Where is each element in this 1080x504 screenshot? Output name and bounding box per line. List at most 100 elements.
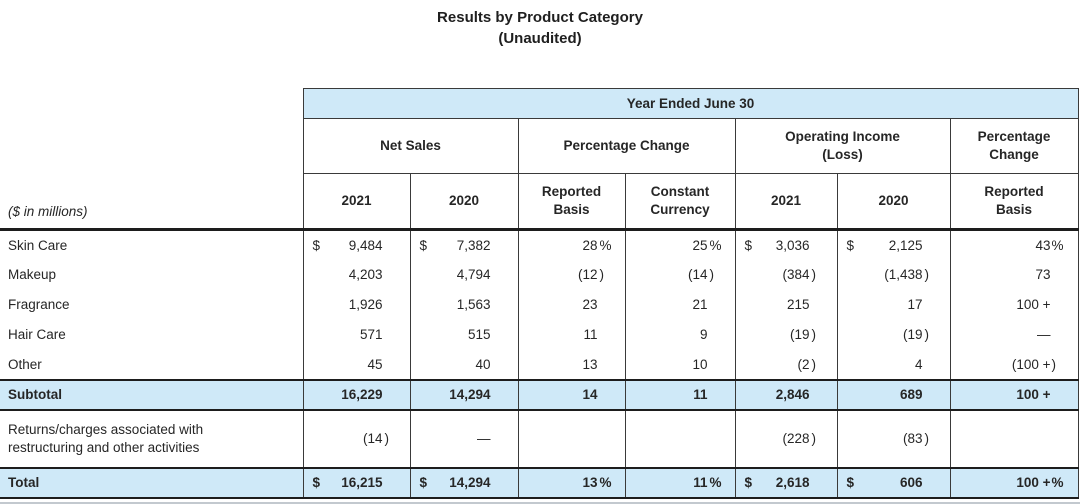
dollar-sign: $ [419, 237, 428, 253]
cell-value: 14,294 [449, 387, 491, 402]
cell: (1,438) [836, 259, 950, 290]
cell-suffix: ) [924, 431, 930, 446]
cell-value: 9,484 [348, 237, 383, 253]
cell: 43% [949, 229, 1079, 260]
cell: 100 + [949, 289, 1079, 320]
col-ns-2021: 2021 [302, 173, 411, 231]
group-percentage-change: Percentage Change [517, 118, 736, 174]
cell-value: 100 + [1016, 475, 1051, 490]
cell-value: 1,563 [456, 297, 491, 312]
row-label: Subtotal [0, 378, 303, 411]
cell-value: 2,846 [775, 387, 810, 402]
year-header-row: ($ in millions) Year Ended June 30 [0, 88, 1079, 231]
cell: $2,125 [836, 229, 950, 260]
cell: 100 +% [949, 466, 1079, 499]
cell-suffix: % [1051, 237, 1064, 253]
cell-suffix: ) [811, 327, 817, 342]
cell: (19) [836, 319, 950, 350]
group-percentage-change-2: Percentage Change [949, 118, 1079, 174]
cell-value: 73 [1035, 267, 1051, 282]
cell-value: (83 [902, 431, 923, 446]
unit-label: ($ in millions) [0, 88, 303, 231]
page-subtitle: (Unaudited) [498, 30, 582, 47]
title-block: Results by Product Category (Unaudited) [0, 0, 1080, 49]
cell-value: 10 [692, 356, 708, 372]
cell-value: — [1037, 327, 1051, 342]
dollar-sign: $ [846, 237, 855, 253]
cell-value: (19 [902, 327, 923, 342]
cell-value: 100 + [1016, 387, 1051, 402]
cell: 2,846 [734, 378, 837, 411]
cell-value: (19 [789, 327, 810, 342]
cell-suffix: ) [924, 267, 930, 282]
row-label: Hair Care [8, 327, 66, 342]
table-row-total: Total $16,215 $14,294 13% 11% $2,618 $60… [0, 466, 1079, 499]
cell-suffix: % [709, 475, 722, 490]
row-label: Fragrance [8, 297, 70, 312]
cell-value: 28 [582, 237, 598, 253]
cell [949, 409, 1079, 468]
group-header-row: Net Sales Percentage Change Operating In… [0, 118, 1079, 174]
cell: $3,036 [734, 229, 837, 260]
cell: 45 [302, 349, 410, 380]
cell-value: 14 [582, 387, 598, 402]
cell-value: 9 [699, 327, 708, 342]
cell: 11 [517, 319, 625, 350]
cell-value: 1,926 [348, 297, 383, 312]
cell-value: 4,794 [456, 267, 491, 282]
cell: $2,618 [734, 466, 837, 499]
cell: 14 [517, 378, 625, 411]
cell: $606 [836, 466, 950, 499]
dollar-sign: $ [744, 237, 753, 253]
cell: 4,794 [409, 259, 518, 290]
cell-suffix: % [1051, 475, 1064, 490]
cell-value: 2,618 [775, 475, 810, 490]
cell: 1,563 [409, 289, 518, 320]
cell [624, 409, 735, 468]
cell-value: 17 [907, 297, 923, 312]
cell: (14) [302, 409, 410, 468]
col-reported-basis: Reported Basis [517, 173, 626, 231]
cell: 28% [517, 229, 625, 260]
cell-suffix: % [599, 237, 612, 253]
page-title: Results by Product Category [437, 9, 643, 26]
row-label: Other [8, 356, 42, 372]
cell-value: 45 [367, 356, 383, 372]
cell-value: (2 [797, 356, 810, 372]
cell-suffix: ) [811, 267, 817, 282]
results-by-product-category-table: ($ in millions) Year Ended June 30 Net S… [0, 88, 1079, 499]
cell-value: 23 [582, 297, 598, 312]
col-ns-2020: 2020 [409, 173, 519, 231]
cell: 14,294 [409, 378, 518, 411]
cell: 10 [624, 349, 735, 380]
row-label: Makeup [8, 267, 57, 282]
cell-suffix: ) [599, 267, 605, 282]
cell-suffix: % [599, 475, 612, 490]
cell-value: 689 [899, 387, 923, 402]
cell: 25% [624, 229, 735, 260]
cell-value: 16,215 [341, 475, 383, 490]
cell: 13% [517, 466, 625, 499]
cell: 73 [949, 259, 1079, 290]
cell: (100 +) [949, 349, 1079, 380]
row-label: Returns/charges associated with restruct… [8, 421, 204, 455]
cell: 16,229 [302, 378, 410, 411]
cell: (19) [734, 319, 837, 350]
cell-value: 11 [693, 475, 708, 490]
dollar-sign: $ [312, 237, 321, 253]
row-label: Skin Care [8, 237, 68, 253]
cell: (83) [836, 409, 950, 468]
cell-value: 21 [692, 297, 708, 312]
col-oi-2020: 2020 [836, 173, 951, 231]
cell: $14,294 [409, 466, 518, 499]
cell-value: 2,125 [888, 237, 923, 253]
cell: $9,484 [302, 229, 410, 260]
col-oi-2021: 2021 [734, 173, 838, 231]
cell-value: 11 [693, 387, 708, 402]
cell: 1,926 [302, 289, 410, 320]
cell-value: 515 [467, 327, 491, 342]
col-reported-basis-2: Reported Basis [949, 173, 1079, 231]
cell: 13 [517, 349, 625, 380]
cell-value: 571 [359, 327, 383, 342]
